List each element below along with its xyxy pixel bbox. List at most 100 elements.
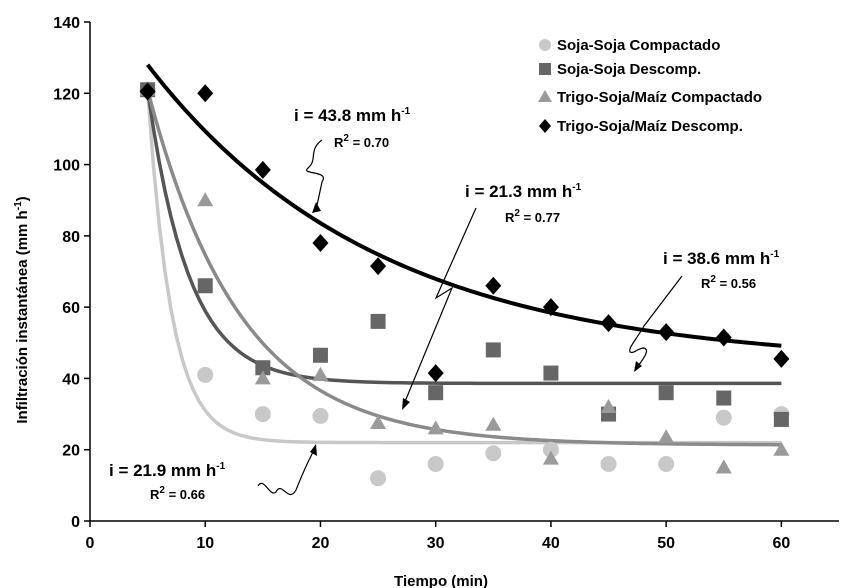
legend-label-soja-desc: Soja-Soja Descomp. [557, 61, 701, 78]
data-point-series-2 [197, 192, 214, 207]
data-point-series-0 [658, 455, 675, 472]
data-point-series-2 [773, 441, 790, 456]
ann-r-val: = 0.70 [349, 135, 389, 150]
ann-i-text: i = 38.6 mm h [663, 249, 770, 268]
annotation-trigo-comp: i = 21.3 mm h-1 R2 = 0.77 [402, 182, 582, 410]
ann-r-sup: 2 [343, 133, 349, 144]
y-axis-title-sup: -1 [13, 201, 24, 210]
data-point-series-1 [658, 385, 674, 401]
data-point-series-0 [542, 441, 559, 458]
annotation-arrow-soja-desc [629, 275, 683, 367]
data-point-series-3 [600, 314, 617, 333]
annotation-arrowhead-soja-desc [634, 361, 642, 372]
x-tick-label: 20 [312, 535, 330, 552]
legend-label-trigo-desc: Trigo-Soja/Maíz Descomp. [557, 118, 743, 135]
data-points [139, 81, 790, 487]
y-tick-label: 60 [62, 300, 80, 317]
ann-r-sup: 2 [514, 208, 520, 219]
legend: Soja-Soja Compactado Soja-Soja Descomp. … [538, 37, 762, 135]
y-axis-title-close: ) [14, 196, 31, 201]
data-point-series-2 [427, 420, 444, 435]
ann-i-sup: -1 [216, 461, 225, 472]
y-tick-label: 0 [71, 514, 80, 531]
annotation-r2-soja-desc: R2 = 0.56 [701, 274, 756, 291]
y-tick-label: 20 [62, 443, 80, 460]
annotation-r2-trigo-comp: R2 = 0.77 [505, 208, 560, 225]
data-point-series-3 [370, 257, 387, 276]
fit-curve-series-2 [145, 89, 782, 447]
data-point-series-0 [370, 470, 387, 487]
data-point-series-2 [658, 429, 675, 444]
y-tick-label: 140 [53, 15, 80, 32]
data-point-series-0 [197, 366, 214, 383]
data-point-series-2 [485, 416, 502, 431]
data-point-series-2 [312, 366, 329, 381]
axes: 0 10 20 30 40 50 60 0 20 40 60 80 100 120 140 [53, 15, 839, 552]
annotation-arrowhead-trigo-comp [402, 398, 410, 410]
ann-r-val: = 0.66 [165, 487, 205, 502]
annotation-soja-desc: i = 38.6 mm h-1 R2 = 0.56 [629, 249, 780, 372]
y-tick-label: 100 [53, 158, 80, 175]
legend-label-soja-comp: Soja-Soja Compactado [557, 37, 720, 54]
ann-i-text: i = 21.3 mm h [465, 182, 572, 201]
annotation-i-soja-comp: i = 21.9 mm h-1 [109, 461, 226, 480]
data-point-series-0 [715, 409, 732, 426]
data-point-series-3 [542, 298, 559, 317]
data-point-series-3 [658, 323, 675, 342]
ann-i-text: i = 43.8 mm h [294, 106, 401, 125]
y-tick-label: 40 [62, 371, 80, 388]
y-ticks: 0 20 40 60 80 100 120 140 [53, 15, 90, 531]
data-point-series-1 [255, 360, 271, 376]
y-axis-title-text: Infiltración instantánea (mm h [14, 210, 31, 423]
data-point-series-3 [715, 328, 732, 347]
data-point-series-0 [485, 445, 502, 462]
data-point-series-2 [600, 398, 617, 413]
data-point-series-3 [485, 276, 502, 295]
annotation-r2-trigo-desc: R2 = 0.70 [334, 133, 389, 150]
ann-i-text: i = 21.9 mm h [109, 461, 216, 480]
data-point-series-1 [312, 347, 328, 363]
legend-label-trigo-comp: Trigo-Soja/Maíz Compactado [557, 89, 762, 106]
data-point-series-3 [773, 349, 790, 368]
legend-marker-soja-desc [539, 63, 551, 75]
ann-r-val: = 0.77 [520, 210, 560, 225]
x-tick-label: 30 [427, 535, 445, 552]
x-ticks: 0 10 20 30 40 50 60 [86, 521, 790, 552]
annotation-i-trigo-desc: i = 43.8 mm h-1 [294, 106, 411, 125]
annotation-i-soja-desc: i = 38.6 mm h-1 [663, 249, 780, 268]
ann-r-text: R [701, 276, 711, 291]
data-point-series-3 [254, 160, 271, 179]
data-point-series-0 [254, 406, 271, 423]
y-axis-title: Infiltración instantánea (mm h-1) [13, 196, 31, 423]
x-tick-label: 50 [657, 535, 675, 552]
data-point-series-3 [139, 82, 156, 101]
ann-i-sup: -1 [572, 182, 581, 193]
annotation-i-trigo-comp: i = 21.3 mm h-1 [465, 182, 582, 201]
data-point-series-1 [716, 390, 732, 406]
ann-i-sup: -1 [770, 249, 779, 260]
ann-r-text: R [505, 210, 515, 225]
data-point-series-3 [197, 84, 214, 103]
data-point-series-1 [197, 278, 213, 294]
annotation-arrowhead-soja-comp [310, 444, 317, 456]
data-point-series-2 [370, 414, 387, 429]
data-point-series-0 [312, 407, 329, 424]
data-point-series-0 [600, 455, 617, 472]
x-tick-label: 60 [772, 535, 790, 552]
annotation-arrow-soja-comp [257, 449, 315, 496]
annotation-arrow-trigo-comp [403, 207, 477, 405]
ann-r-sup: 2 [159, 485, 165, 496]
ann-r-sup: 2 [710, 274, 716, 285]
data-point-series-2 [542, 450, 559, 465]
x-tick-label: 40 [542, 535, 560, 552]
ann-r-val: = 0.56 [716, 276, 756, 291]
annotation-arrowhead-trigo-desc [312, 202, 321, 213]
annotation-r2-soja-comp: R2 = 0.66 [150, 485, 205, 502]
fit-curve-series-1 [145, 89, 782, 386]
data-point-series-2 [254, 370, 271, 385]
ann-r-text: R [334, 135, 344, 150]
annotation-trigo-desc: i = 43.8 mm h-1 R2 = 0.70 [294, 106, 411, 213]
legend-marker-trigo-comp [538, 90, 552, 102]
fit-curves [145, 63, 782, 447]
